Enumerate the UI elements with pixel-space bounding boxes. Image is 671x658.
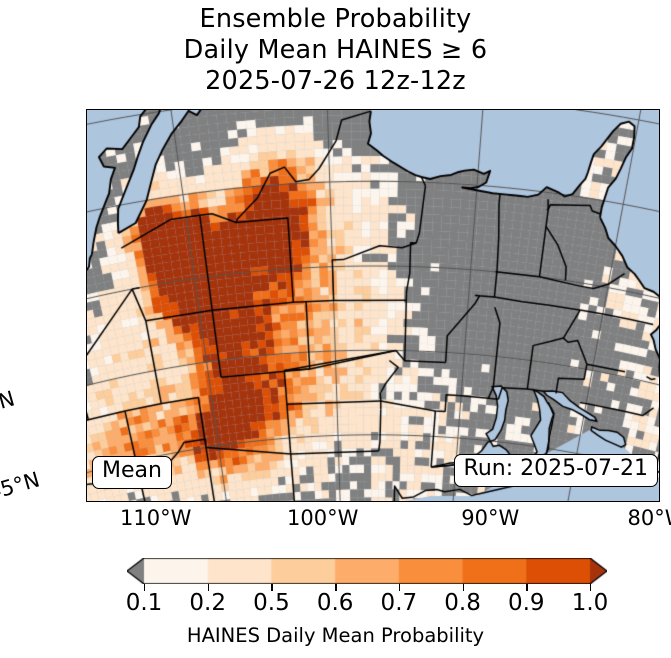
colorbar-tickmark bbox=[526, 584, 528, 591]
colorbar-tickmark bbox=[207, 584, 210, 591]
colorbar-tick-label-0.7: 0.7 bbox=[380, 590, 418, 616]
colorbar-tick-label-1.0: 1.0 bbox=[571, 590, 609, 616]
lat-tick-40°N: 40°N bbox=[0, 386, 18, 425]
lon-tick-90°W: 90°W bbox=[461, 506, 520, 530]
colorbar-tickmark bbox=[590, 584, 592, 591]
statistic-annotation: Mean bbox=[92, 456, 172, 489]
colorbar-tickmark bbox=[462, 584, 464, 591]
lon-tick-110°W: 110°W bbox=[120, 506, 192, 530]
colorbar-gradient bbox=[127, 558, 607, 584]
lon-tick-100°W: 100°W bbox=[287, 506, 359, 530]
title-line-1: Ensemble Probability bbox=[199, 4, 472, 34]
title-line-3: 2025-07-26 12z-12z bbox=[205, 66, 466, 96]
map-axes[interactable] bbox=[86, 109, 660, 502]
colorbar-tick-label-0.5: 0.5 bbox=[253, 590, 290, 616]
colorbar-tickmark bbox=[398, 584, 401, 591]
colorbar-tickmark bbox=[144, 584, 146, 591]
title-line-2: Daily Mean HAINES ≥ 6 bbox=[183, 35, 488, 65]
colorbar-tick-label-0.1: 0.1 bbox=[125, 590, 163, 616]
figure-title: Ensemble Probability Daily Mean HAINES ≥… bbox=[0, 4, 671, 97]
lon-tick-80°W: 80°W bbox=[627, 506, 671, 530]
colorbar-tick-label-0.2: 0.2 bbox=[189, 590, 226, 616]
colorbar-panel[interactable]: 0.1 0.2 0.5 0.6 0.7 0.8 0.9 1.0 bbox=[0, 552, 671, 658]
probability-heatmap bbox=[87, 110, 659, 501]
model-run-annotation: Run: 2025-07-21 bbox=[453, 454, 658, 487]
colorbar-tickmark bbox=[271, 584, 273, 591]
colorbar-tick-label-0.6: 0.6 bbox=[316, 590, 354, 616]
colorbar-tick-label-0.8: 0.8 bbox=[444, 590, 481, 616]
map-panel[interactable] bbox=[86, 109, 660, 502]
colorbar-tickmark bbox=[335, 584, 337, 591]
lat-tick-45°N: 45°N bbox=[0, 467, 43, 506]
colorbar-tick-label-0.9: 0.9 bbox=[507, 590, 545, 616]
colorbar-label: HAINES Daily Mean Probability bbox=[186, 624, 485, 647]
